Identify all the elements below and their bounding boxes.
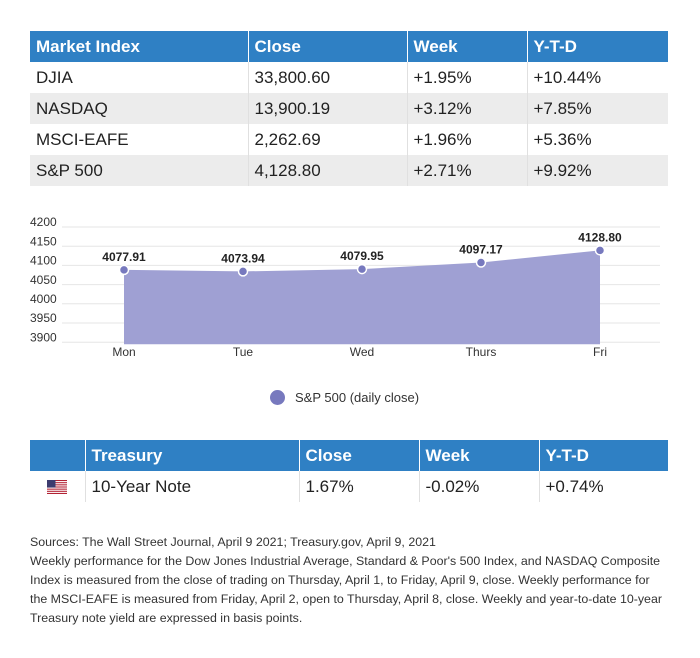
- treasury-name: 10-Year Note: [85, 471, 300, 502]
- data-label: 4073.94: [221, 251, 265, 265]
- table-row: NASDAQ 13,900.19 +3.12% +7.85%: [30, 93, 668, 124]
- legend-swatch: [270, 390, 285, 405]
- x-tick-label: Fri: [593, 345, 607, 359]
- index-week: +1.96%: [407, 124, 528, 155]
- index-name: DJIA: [30, 62, 249, 93]
- methodology-note: Weekly performance for the Dow Jones Ind…: [30, 554, 662, 625]
- y-tick-label: 4050: [30, 273, 57, 287]
- market-index-table: Market Index Close Week Y-T-D DJIA 33,80…: [30, 31, 668, 186]
- us-flag-icon: [47, 480, 68, 495]
- index-close: 2,262.69: [248, 124, 408, 155]
- table-row: S&P 500 4,128.80 +2.71% +9.92%: [30, 155, 668, 186]
- flag-cell: [30, 471, 86, 502]
- footnotes: Sources: The Wall Street Journal, April …: [30, 533, 670, 628]
- index-name: S&P 500: [30, 155, 249, 186]
- chart-legend: S&P 500 (daily close): [270, 390, 419, 405]
- y-tick-label: 4000: [30, 292, 57, 306]
- y-tick-label: 4150: [30, 234, 57, 248]
- x-tick-label: Tue: [233, 345, 254, 359]
- data-label: 4079.95: [340, 249, 384, 263]
- treasury-close: 1.67%: [299, 471, 420, 502]
- treasury-table: Treasury Close Week Y-T-D 10-: [30, 440, 668, 502]
- index-ytd: +9.92%: [527, 155, 668, 186]
- index-close: 13,900.19: [248, 93, 408, 124]
- data-point: [475, 257, 487, 268]
- data-point: [594, 245, 606, 256]
- y-tick-label: 4100: [30, 254, 57, 268]
- y-tick-label: 3950: [30, 311, 57, 325]
- treasury-table-header: Treasury Close Week Y-T-D: [30, 440, 668, 471]
- data-label: 4097.17: [459, 242, 503, 256]
- header-market-index: Market Index: [30, 31, 249, 62]
- header-week: Week: [407, 31, 528, 62]
- table-row: DJIA 33,800.60 +1.95% +10.44%: [30, 62, 668, 93]
- y-tick-label: 3900: [30, 330, 57, 344]
- index-name: NASDAQ: [30, 93, 249, 124]
- legend-label: S&P 500 (daily close): [295, 390, 420, 405]
- x-axis-ticks: Mon Tue Wed Thurs Fri: [112, 345, 607, 359]
- table-row: 10-Year Note 1.67% -0.02% +0.74%: [30, 471, 668, 502]
- data-point: [356, 263, 368, 275]
- header-flag: [30, 440, 86, 471]
- data-label: 4128.80: [578, 230, 622, 244]
- header-treasury: Treasury: [85, 440, 300, 471]
- index-name: MSCI-EAFE: [30, 124, 249, 155]
- table-row: MSCI-EAFE 2,262.69 +1.96% +5.36%: [30, 124, 668, 155]
- index-table-header: Market Index Close Week Y-T-D: [30, 31, 668, 62]
- data-points: [118, 245, 606, 277]
- index-close: 33,800.60: [248, 62, 408, 93]
- header-close: Close: [299, 440, 420, 471]
- index-week: +1.95%: [407, 62, 528, 93]
- treasury-ytd: +0.74%: [545, 476, 604, 496]
- data-labels: 4077.91 4073.94 4079.95 4097.17 4128.80: [102, 230, 622, 265]
- x-tick-label: Thurs: [466, 345, 497, 359]
- header-close: Close: [248, 31, 408, 62]
- y-tick-label: 4200: [30, 215, 57, 229]
- sources-note: Sources: The Wall Street Journal, April …: [30, 535, 436, 549]
- header-ytd: Y-T-D: [539, 440, 668, 471]
- data-point: [118, 264, 130, 276]
- index-week: +2.71%: [407, 155, 528, 186]
- y-axis-ticks: 4200 4150 4100 4050 4000 3950 3900: [30, 215, 57, 344]
- x-tick-label: Wed: [350, 345, 374, 359]
- index-close: 4,128.80: [248, 155, 408, 186]
- sp500-area-chart: 4200 4150 4100 4050 4000 3950 3900 4077.91 4073…: [30, 215, 660, 359]
- index-ytd: +7.85%: [527, 93, 668, 124]
- index-ytd: +5.36%: [533, 129, 592, 149]
- index-week: +3.12%: [407, 93, 528, 124]
- header-ytd: Y-T-D: [527, 31, 668, 62]
- x-tick-label: Mon: [112, 345, 135, 359]
- index-ytd: +10.44%: [533, 67, 602, 87]
- data-point: [237, 266, 249, 277]
- header-week: Week: [419, 440, 540, 471]
- data-label: 4077.91: [102, 250, 146, 264]
- treasury-week: -0.02%: [419, 471, 540, 502]
